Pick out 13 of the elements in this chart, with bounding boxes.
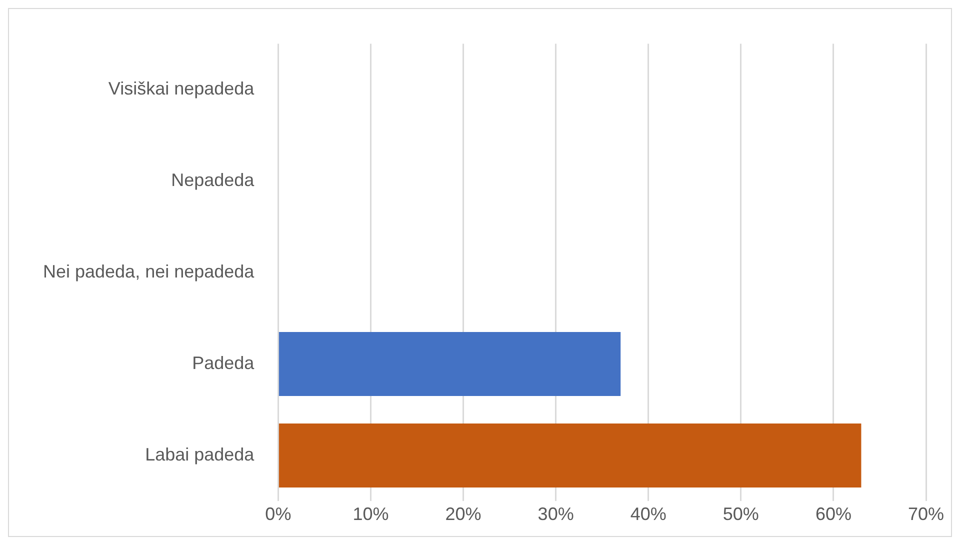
y-tick-label: Nepadeda [171, 170, 256, 190]
x-tick-label: 60% [815, 504, 852, 524]
x-tick-label: 0% [265, 504, 292, 524]
x-tick-label: 20% [445, 504, 482, 524]
x-tick-label: 50% [722, 504, 759, 524]
x-tick-label: 40% [630, 504, 666, 524]
y-tick-label: Nei padeda, nei nepadeda [42, 261, 256, 282]
x-tick-label: 30% [538, 504, 574, 524]
x-tick-label: 10% [352, 504, 389, 524]
y-tick-label: Padeda [192, 352, 256, 373]
y-tick-label: Labai padeda [145, 444, 256, 464]
x-tick-label: 70% [908, 504, 944, 524]
y-tick-label: Visiškai nepadeda [108, 78, 256, 99]
